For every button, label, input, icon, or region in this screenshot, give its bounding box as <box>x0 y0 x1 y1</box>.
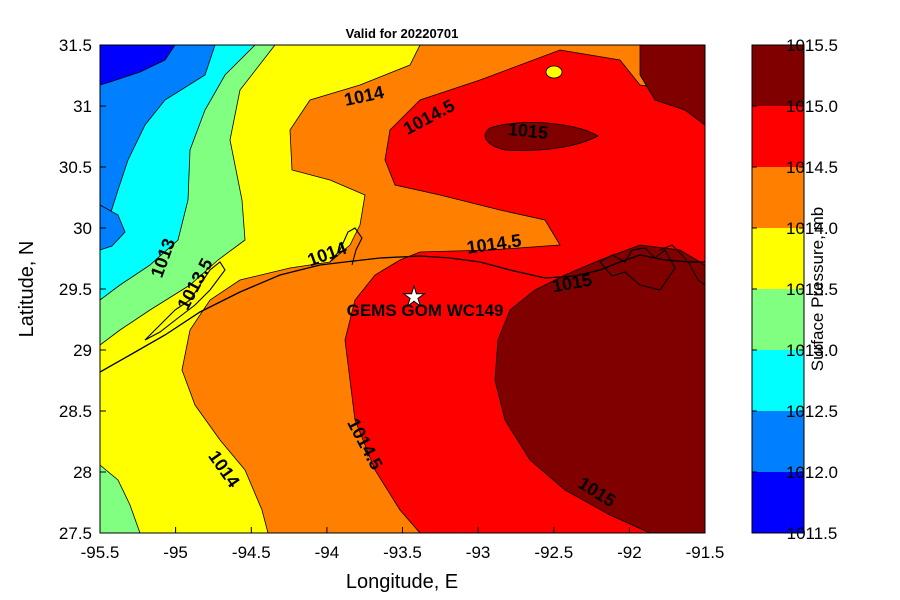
band-1013-5-island-patch <box>545 65 563 79</box>
colorbar-tick-label: 1012.0 <box>786 463 838 482</box>
x-axis-label: Longitude, E <box>346 571 458 593</box>
y-tick-label: 28.5 <box>59 402 92 421</box>
x-tick-label: -95 <box>163 543 188 562</box>
x-tick-label: -95.5 <box>81 543 120 562</box>
y-tick-label: 31 <box>73 97 92 116</box>
colorbar-tick-label: 1013.0 <box>786 341 838 360</box>
y-tick-label: 27.5 <box>59 524 92 543</box>
colorbar-tick-label: 1014.5 <box>786 158 838 177</box>
x-tick-label: -91.5 <box>686 543 725 562</box>
station-label: GEMS GOM WC149 <box>347 301 504 320</box>
x-tick-label: -92 <box>617 543 642 562</box>
colorbar-swatch <box>752 167 804 228</box>
colorbar: 1011.5 1012.0 1012.5 1013.0 1013.5 1014.… <box>751 36 838 543</box>
band-1012-0-west-patch <box>100 204 126 251</box>
band-1011-5-region <box>100 45 176 86</box>
colorbar-swatch <box>752 350 804 411</box>
x-tick-label: -93.5 <box>383 543 422 562</box>
coastline-sabine-detail <box>329 227 363 266</box>
colorbar-swatch <box>752 472 804 533</box>
colorbar-swatch <box>752 106 804 167</box>
coastline-louisiana-detail <box>599 247 676 291</box>
contour-fill-layer <box>100 45 705 533</box>
y-axis: 27.5 28 28.5 29 29.5 30 30.5 31 31.5 Lat… <box>16 36 106 543</box>
colorbar-label: Surface Pressure, mb <box>808 207 827 371</box>
y-tick-label: 30.5 <box>59 158 92 177</box>
y-tick-label: 29 <box>73 341 92 360</box>
band-1015-0-southeast-region <box>494 244 705 533</box>
colorbar-tick-label: 1014.0 <box>786 219 838 238</box>
y-tick-label: 29.5 <box>59 280 92 299</box>
coastline-bay-detail <box>144 261 226 341</box>
coastline <box>100 254 705 373</box>
station-marker-icon <box>401 284 427 308</box>
x-tick-label: -94.5 <box>232 543 271 562</box>
colorbar-tick-label: 1013.5 <box>786 280 838 299</box>
colorbar-swatch <box>752 289 804 350</box>
y-tick-label: 31.5 <box>59 36 92 55</box>
colorbar-tick-label: 1015.0 <box>786 97 838 116</box>
colorbar-tick-label: 1012.5 <box>786 402 838 421</box>
x-tick-label: -93 <box>466 543 491 562</box>
y-tick-label: 28 <box>73 463 92 482</box>
colorbar-tick-label: 1011.5 <box>787 524 838 543</box>
band-1013-0-south-region <box>100 464 141 533</box>
coastline-marsh-detail <box>659 244 705 286</box>
chart-title: Valid for 20220701 <box>346 26 459 41</box>
colorbar-swatch <box>752 411 804 472</box>
colorbar-tick-label: 1015.5 <box>786 36 838 55</box>
contour-label: 1015 <box>507 119 549 143</box>
x-tick-label: -92.5 <box>534 543 573 562</box>
y-tick-label: 30 <box>73 219 92 238</box>
colorbar-swatch <box>752 228 804 289</box>
y-axis-label: Latitude, N <box>16 241 38 338</box>
x-axis: -95.5 -95 -94.5 -94 -93.5 -93 -92.5 -92 … <box>81 527 725 593</box>
band-1015-0-center-patch <box>484 122 599 151</box>
band-1015-0-north-patch <box>639 45 705 126</box>
colorbar-swatch <box>752 45 804 106</box>
x-tick-label: -94 <box>315 543 340 562</box>
